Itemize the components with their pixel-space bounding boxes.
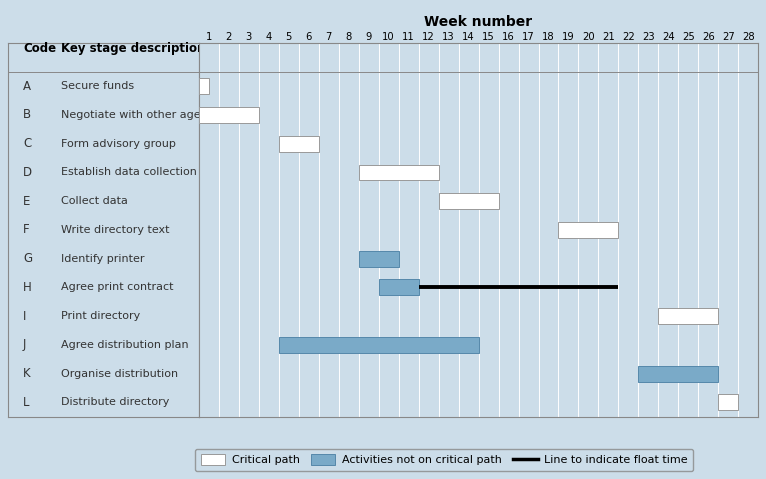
Bar	[659, 308, 719, 324]
Legend: Critical path, Activities not on critical path, Line to indicate float time: Critical path, Activities not on critica…	[195, 449, 693, 471]
Text: E: E	[23, 194, 31, 208]
Text: Organise distribution: Organise distribution	[61, 369, 178, 378]
Text: Identify printer: Identify printer	[61, 254, 145, 263]
Text: Establish data collection plan: Establish data collection plan	[61, 168, 224, 177]
Bar	[558, 222, 618, 238]
Bar	[358, 164, 439, 180]
Text: Agree distribution plan: Agree distribution plan	[61, 340, 188, 350]
Bar	[638, 366, 719, 381]
Text: Collect data: Collect data	[61, 196, 128, 206]
Text: I: I	[23, 309, 26, 323]
Text: C: C	[23, 137, 31, 150]
Bar	[279, 136, 319, 151]
Bar	[198, 107, 259, 123]
Text: Negotiate with other agencies: Negotiate with other agencies	[61, 110, 230, 120]
Bar	[279, 337, 479, 353]
Bar	[198, 78, 209, 94]
Text: G: G	[23, 252, 32, 265]
Text: H: H	[23, 281, 31, 294]
Text: D: D	[23, 166, 32, 179]
Text: Print directory: Print directory	[61, 311, 140, 321]
Text: L: L	[23, 396, 29, 409]
Bar	[378, 279, 418, 295]
Bar	[358, 251, 398, 266]
Text: A: A	[23, 80, 31, 93]
Text: K: K	[23, 367, 31, 380]
Text: Agree print contract: Agree print contract	[61, 283, 174, 292]
Text: J: J	[23, 338, 26, 352]
Text: Form advisory group: Form advisory group	[61, 139, 176, 148]
Text: B: B	[23, 108, 31, 122]
Text: Write directory text: Write directory text	[61, 225, 169, 235]
Text: Code: Code	[23, 42, 56, 55]
Text: Key stage description: Key stage description	[61, 42, 205, 55]
Text: F: F	[23, 223, 30, 237]
Text: Distribute directory: Distribute directory	[61, 398, 169, 407]
Bar	[719, 395, 738, 410]
Text: Secure funds: Secure funds	[61, 81, 134, 91]
Title: Week number: Week number	[424, 15, 532, 29]
Bar	[439, 193, 499, 209]
